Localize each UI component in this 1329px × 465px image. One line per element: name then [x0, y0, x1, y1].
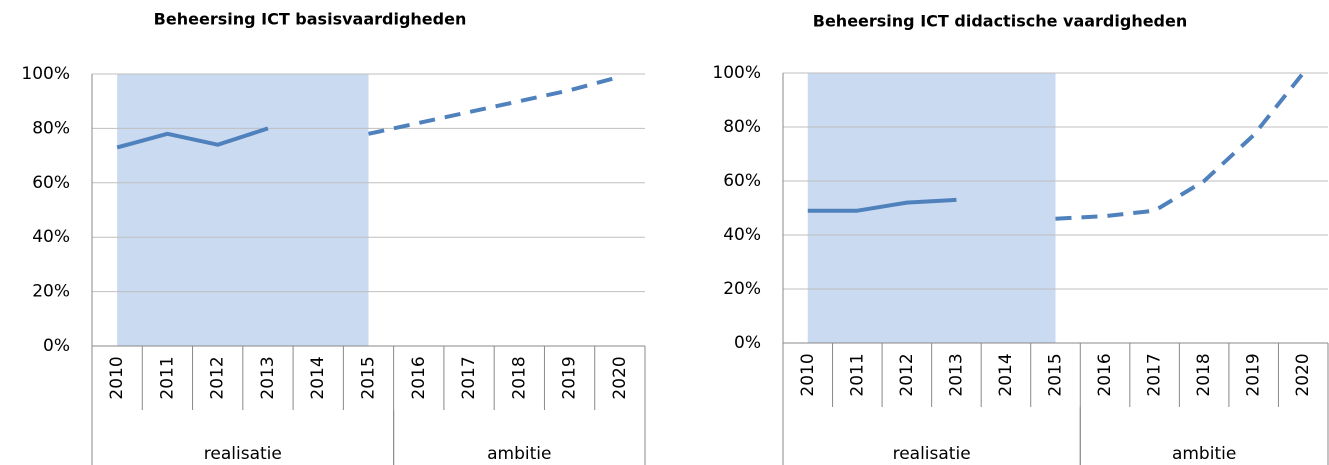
x-tick-label: 2020: [610, 356, 630, 399]
group-label: realisatie: [893, 444, 971, 464]
highlight-band: [117, 74, 369, 346]
x-tick-label: 2018: [1194, 353, 1214, 396]
y-tick-label: 20%: [723, 279, 761, 299]
x-tick-label: 2012: [208, 356, 228, 399]
y-tick-label: 100%: [712, 63, 761, 83]
x-tick-label: 2015: [359, 356, 379, 399]
x-tick-label: 2011: [847, 353, 867, 396]
highlight-band: [807, 73, 1056, 343]
y-tick-label: 60%: [723, 171, 761, 191]
chart: Beheersing ICT didactische vaardigheden 0…: [712, 12, 1329, 465]
y-tick-label: 20%: [32, 282, 70, 302]
x-tick-label: 2013: [258, 356, 278, 399]
x-tick-label: 2011: [157, 356, 177, 399]
x-tick-label: 2017: [459, 356, 479, 399]
chart-title: Beheersing ICT didactische vaardigheden: [813, 12, 1188, 31]
x-tick-label: 2016: [1095, 353, 1115, 396]
x-tick-label: 2014: [996, 353, 1016, 396]
y-tick-label: 40%: [32, 227, 70, 247]
x-tick-label: 2016: [409, 356, 429, 399]
x-tick-label: 2012: [897, 353, 917, 396]
group-label: ambitie: [487, 444, 551, 464]
x-tick-label: 2010: [107, 356, 127, 399]
chart-title: Beheersing ICT basisvaardigheden: [154, 10, 467, 29]
x-tick-label: 2018: [509, 356, 529, 399]
y-tick-label: 80%: [723, 117, 761, 137]
y-tick-label: 100%: [21, 64, 70, 84]
y-tick-label: 60%: [32, 173, 70, 193]
x-tick-label: 2010: [798, 353, 818, 396]
group-label: ambitie: [1172, 444, 1236, 464]
chart: Beheersing ICT basisvaardigheden 0% 20% 40%…: [21, 10, 646, 465]
data-line: [1055, 71, 1305, 221]
y-tick-label: 0%: [734, 333, 761, 353]
data-line: [368, 74, 621, 136]
x-tick-label: 2019: [560, 356, 580, 399]
x-tick-label: 2020: [1293, 353, 1313, 396]
x-tick-label: 2013: [946, 353, 966, 396]
x-tick-label: 2017: [1145, 353, 1165, 396]
y-tick-label: 40%: [723, 225, 761, 245]
y-tick-label: 0%: [43, 336, 70, 356]
x-tick-label: 2014: [308, 356, 328, 399]
x-tick-label: 2015: [1046, 353, 1066, 396]
y-tick-label: 80%: [32, 118, 70, 138]
group-label: realisatie: [204, 444, 282, 464]
x-tick-label: 2019: [1244, 353, 1264, 396]
